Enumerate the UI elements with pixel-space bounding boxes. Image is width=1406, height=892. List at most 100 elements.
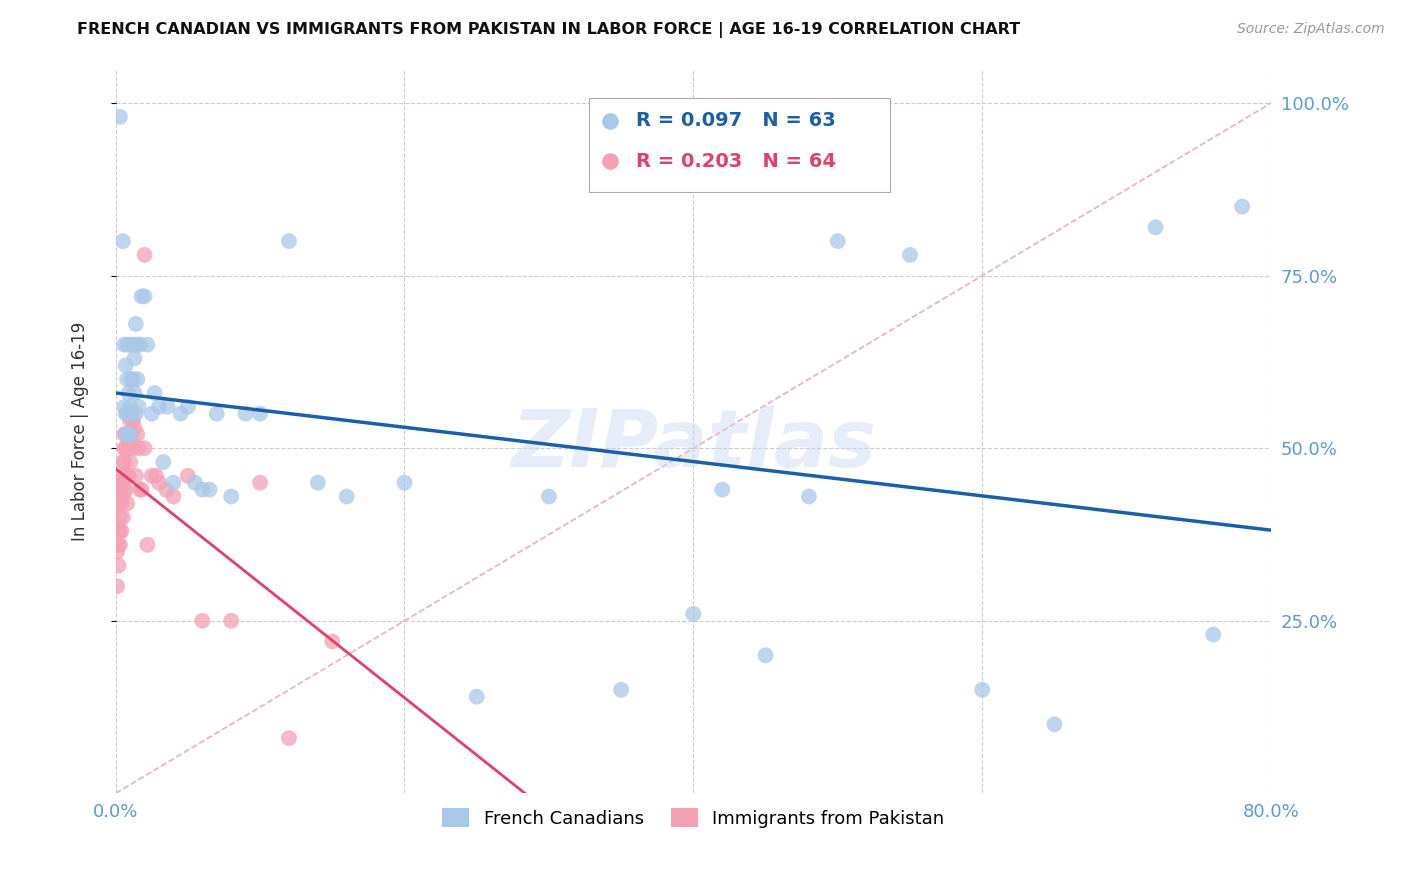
Point <box>117 427 139 442</box>
Point <box>111 510 134 524</box>
Point <box>108 538 131 552</box>
Point <box>162 475 184 490</box>
Point <box>114 407 136 421</box>
Point <box>141 407 163 421</box>
Point <box>219 490 242 504</box>
Point <box>112 441 135 455</box>
Point <box>117 386 139 401</box>
Point <box>111 234 134 248</box>
Point <box>122 441 145 455</box>
Point <box>108 110 131 124</box>
Point <box>152 455 174 469</box>
Y-axis label: In Labor Force | Age 16-19: In Labor Force | Age 16-19 <box>72 321 89 541</box>
Point <box>898 248 921 262</box>
Point <box>115 427 138 442</box>
Point <box>115 496 138 510</box>
Point <box>115 337 138 351</box>
Point <box>129 337 152 351</box>
Point <box>107 538 129 552</box>
Point <box>112 337 135 351</box>
Point <box>1202 627 1225 641</box>
Point <box>249 475 271 490</box>
Point <box>1144 220 1167 235</box>
Point <box>108 524 131 538</box>
Point <box>235 407 257 421</box>
Point <box>115 372 138 386</box>
Point <box>122 414 145 428</box>
Point <box>114 441 136 455</box>
Point <box>465 690 488 704</box>
Point <box>114 468 136 483</box>
Point <box>105 496 128 510</box>
Point <box>122 372 145 386</box>
Point <box>1043 717 1066 731</box>
Point <box>125 468 148 483</box>
Point <box>124 420 146 434</box>
Point <box>121 337 143 351</box>
Point <box>117 468 139 483</box>
Point <box>124 386 146 401</box>
Point <box>134 248 156 262</box>
Point <box>127 427 149 442</box>
Point <box>219 614 242 628</box>
Point <box>108 483 131 497</box>
Point <box>111 455 134 469</box>
Point <box>278 731 301 745</box>
Point <box>125 317 148 331</box>
Point <box>115 468 138 483</box>
Point <box>105 475 128 490</box>
Point <box>112 427 135 442</box>
Point <box>128 400 150 414</box>
Point <box>723 185 745 199</box>
Point <box>129 483 152 497</box>
Point <box>156 400 179 414</box>
Point <box>307 475 329 490</box>
Point <box>111 468 134 483</box>
Point <box>191 483 214 497</box>
Point <box>120 455 142 469</box>
Point <box>394 475 416 490</box>
Point <box>107 483 129 497</box>
Point <box>117 427 139 442</box>
Point <box>112 455 135 469</box>
Point <box>108 510 131 524</box>
Point <box>198 483 221 497</box>
Point <box>120 400 142 414</box>
Point <box>124 351 146 366</box>
Point <box>120 414 142 428</box>
Point <box>723 145 745 160</box>
Point <box>278 234 301 248</box>
Point <box>610 682 633 697</box>
Text: R = 0.203   N = 64: R = 0.203 N = 64 <box>636 152 835 170</box>
Point <box>120 407 142 421</box>
Point <box>134 289 156 303</box>
Point <box>105 524 128 538</box>
Point <box>117 441 139 455</box>
Point <box>125 407 148 421</box>
Point <box>112 483 135 497</box>
Point <box>797 490 820 504</box>
Point <box>136 538 159 552</box>
Point <box>145 468 167 483</box>
Point <box>155 483 177 497</box>
Point <box>205 407 228 421</box>
Point <box>184 475 207 490</box>
Point <box>110 524 132 538</box>
Point <box>105 545 128 559</box>
Point <box>114 359 136 373</box>
Point <box>1232 200 1254 214</box>
Point <box>134 441 156 455</box>
Point <box>177 468 200 483</box>
Point <box>249 407 271 421</box>
Point <box>972 682 994 697</box>
Point <box>110 483 132 497</box>
Point <box>114 427 136 442</box>
Point <box>141 468 163 483</box>
Point <box>115 407 138 421</box>
Point <box>120 434 142 449</box>
Point <box>115 441 138 455</box>
Point <box>827 234 849 248</box>
Point <box>321 634 343 648</box>
Point <box>711 483 734 497</box>
Point <box>755 648 778 663</box>
